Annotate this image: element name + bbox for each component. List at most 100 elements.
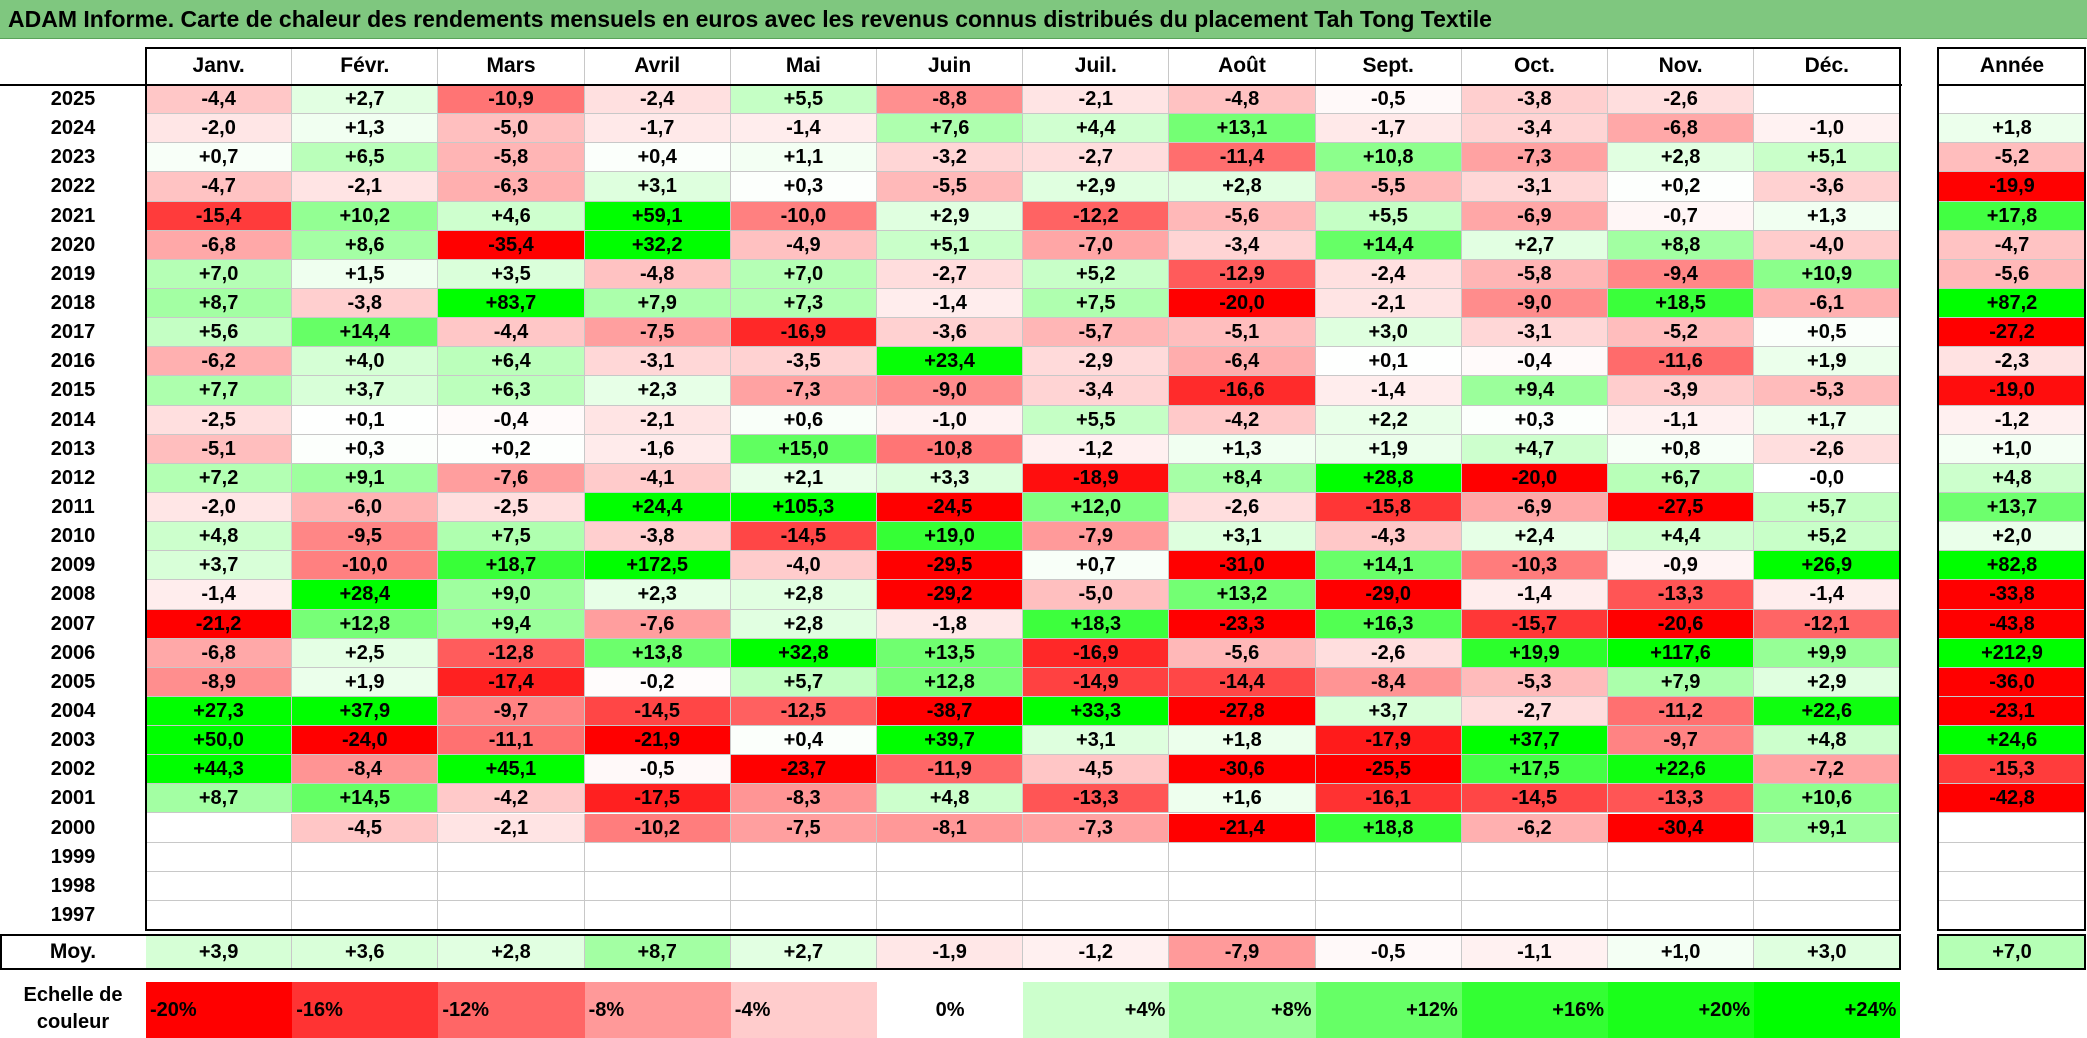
heatmap-cell: +2,4 [1461, 522, 1608, 552]
heatmap-cell: -38,7 [877, 696, 1024, 727]
heatmap-cell: -1,4 [1315, 376, 1462, 406]
year-label: 2003 [50, 729, 96, 752]
year-label: 2019 [50, 262, 96, 285]
heatmap-cell: -30,4 [1608, 813, 1755, 843]
heatmap-cell: +83,7 [438, 288, 585, 319]
annual-cell [1938, 842, 2086, 872]
heatmap-cell: +0,8 [1608, 434, 1755, 464]
heatmap-cell: -8,4 [1315, 667, 1462, 697]
year-label: 2006 [50, 641, 96, 664]
heatmap-cell: -11,9 [877, 755, 1024, 785]
heatmap-cell: -11,1 [438, 726, 585, 756]
heatmap-cell: +14,5 [292, 784, 439, 814]
heatmap-cell: -2,1 [1023, 85, 1170, 115]
heatmap-cell: -1,2 [1023, 434, 1170, 464]
heatmap-cell: +0,7 [1023, 551, 1170, 581]
heatmap-cell: -5,3 [1461, 667, 1608, 697]
heatmap-cell: +28,4 [292, 580, 439, 610]
heatmap-cell: -4,4 [146, 85, 293, 115]
heatmap-cell: +2,3 [584, 580, 731, 610]
average-cell: -1,2 [1023, 935, 1170, 969]
heatmap-cell: +19,9 [1461, 638, 1608, 668]
month-header: Mai [731, 48, 877, 84]
heatmap-cell: +7,5 [1023, 288, 1170, 319]
heatmap-cell: +13,8 [584, 638, 731, 668]
heatmap-cell [292, 871, 439, 901]
heatmap-cell: +12,0 [1023, 492, 1170, 523]
heatmap-cell [1754, 900, 1901, 931]
heatmap-cell: -2,1 [292, 172, 439, 202]
heatmap-cell [1754, 871, 1901, 901]
heatmap-cell: +13,1 [1169, 114, 1316, 144]
heatmap-cell: -11,4 [1169, 143, 1316, 173]
heatmap-cell: +6,4 [438, 347, 585, 377]
heatmap-cell: -13,3 [1608, 580, 1755, 610]
average-label: Moy. [49, 940, 97, 963]
year-label: 2024 [50, 117, 96, 140]
heatmap-cell: -8,4 [292, 755, 439, 785]
heatmap-cell: +0,4 [730, 726, 877, 756]
heatmap-cell: -1,4 [146, 580, 293, 610]
heatmap-cell: -3,1 [1461, 318, 1608, 348]
heatmap-cell: -5,1 [146, 434, 293, 464]
heatmap-cell: -4,8 [1169, 85, 1316, 115]
heatmap-cell: -2,6 [1608, 85, 1755, 115]
heatmap-cell: +14,4 [1315, 230, 1462, 260]
heatmap-cell: -2,6 [1754, 434, 1901, 464]
annual-cell [1938, 85, 2086, 115]
year-label: 2002 [50, 758, 96, 781]
annual-cell: -2,3 [1938, 347, 2086, 377]
heatmap-cell [1315, 842, 1462, 872]
heatmap-cell: -0,4 [1461, 347, 1608, 377]
heatmap-cell: -7,3 [1023, 813, 1170, 843]
heatmap-cell: -4,7 [146, 172, 293, 202]
heatmap-cell: -3,6 [877, 318, 1024, 348]
heatmap-cell: -5,3 [1754, 376, 1901, 406]
heatmap-cell: -4,0 [1754, 230, 1901, 260]
annual-cell: -43,8 [1938, 609, 2086, 639]
heatmap-cell [1608, 871, 1755, 901]
heatmap-cell: -16,9 [1023, 638, 1170, 668]
color-scale-swatch: +8% [1169, 982, 1316, 1038]
heatmap-cell [146, 871, 293, 901]
year-label: 2021 [50, 204, 96, 227]
heatmap-cell: +45,1 [438, 755, 585, 785]
heatmap-cell: -1,1 [1608, 405, 1755, 435]
heatmap-cell: -10,9 [438, 85, 585, 115]
heatmap-cell: -2,7 [1461, 696, 1608, 727]
heatmap-cell: -8,3 [730, 784, 877, 814]
annual-cell: -27,2 [1938, 318, 2086, 348]
heatmap-cell: -9,5 [292, 522, 439, 552]
heatmap-cell: +1,9 [292, 667, 439, 697]
heatmap-cell: -2,4 [1315, 259, 1462, 289]
heatmap-cell: -0,4 [438, 405, 585, 435]
average-cell: -1,9 [877, 935, 1024, 969]
heatmap-cell: +172,5 [584, 551, 731, 581]
heatmap-cell: -6,9 [1461, 492, 1608, 523]
heatmap-cell: -27,5 [1608, 492, 1755, 523]
heatmap-cell: +1,9 [1315, 434, 1462, 464]
heatmap-cell [1023, 871, 1170, 901]
annual-cell [1938, 813, 2086, 843]
year-label: 2023 [50, 146, 96, 169]
heatmap-cell: +27,3 [146, 696, 293, 727]
annual-cell: +82,8 [1938, 551, 2086, 581]
color-scale-swatch: -16% [292, 982, 439, 1038]
year-label: 2016 [50, 350, 96, 373]
heatmap-cell: -1,0 [1754, 114, 1901, 144]
heatmap-cell: +14,1 [1315, 551, 1462, 581]
heatmap-cell: -24,0 [292, 726, 439, 756]
heatmap-cell: -4,0 [730, 551, 877, 581]
heatmap-cell: +8,7 [146, 288, 293, 319]
heatmap-cell: -14,5 [1461, 784, 1608, 814]
heatmap-cell: +16,3 [1315, 609, 1462, 639]
average-cell: +3,6 [292, 935, 439, 969]
heatmap-cell: -5,0 [438, 114, 585, 144]
heatmap-cell: -6,8 [146, 230, 293, 260]
year-label: 2015 [50, 379, 96, 402]
heatmap-cell: -4,8 [584, 259, 731, 289]
heatmap-cell: -3,8 [292, 288, 439, 319]
heatmap-cell: +5,2 [1754, 522, 1901, 552]
annual-cell: -23,1 [1938, 696, 2086, 727]
heatmap-cell: -17,4 [438, 667, 585, 697]
